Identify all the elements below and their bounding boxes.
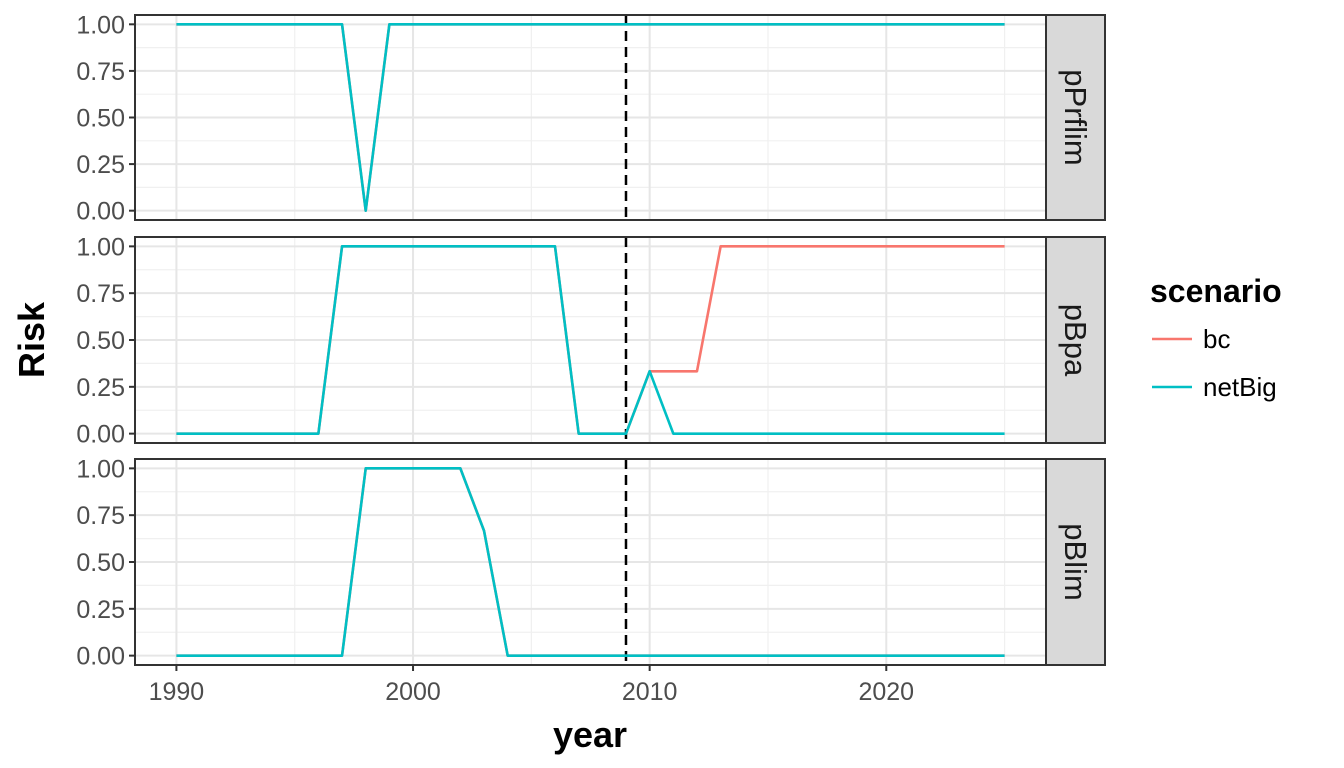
facet-strip-background xyxy=(1045,236,1106,444)
y-tick-label: 0.50 xyxy=(76,327,125,355)
facet-panel-pBpa: 0.00 0.25 0.50 0.75 1.00 pBpa xyxy=(76,233,1106,449)
y-tick-label: 1.00 xyxy=(76,455,125,483)
legend-title: scenario xyxy=(1150,273,1282,309)
y-tick-label: 0.00 xyxy=(76,421,125,449)
x-tick-label: 2020 xyxy=(858,678,914,706)
x-axis: 1990 2000 2010 2020 xyxy=(149,665,914,706)
facet-strip-background xyxy=(1045,458,1106,666)
x-tick-label: 2000 xyxy=(385,678,441,706)
y-tick-label: 0.25 xyxy=(76,151,125,179)
legend-item-bc: bc xyxy=(1152,324,1230,354)
legend: scenario bc netBig xyxy=(1150,273,1282,402)
series-line-netBig xyxy=(176,245,1005,435)
series-line-netBig xyxy=(176,467,1005,657)
y-tick-label: 0.00 xyxy=(76,198,125,226)
facet-strip: pBlim xyxy=(1045,458,1106,666)
y-tick-label: 0.25 xyxy=(76,374,125,402)
y-tick-label: 1.00 xyxy=(76,233,125,261)
y-tick-label: 0.25 xyxy=(76,596,125,624)
y-tick-label: 1.00 xyxy=(76,11,125,39)
y-tick-label: 0.00 xyxy=(76,643,125,671)
legend-item-netBig: netBig xyxy=(1152,372,1277,402)
y-tick-label: 0.75 xyxy=(76,280,125,308)
facet-panel-pBlim: 0.00 0.25 0.50 0.75 1.00 pBlim xyxy=(76,455,1106,671)
y-tick-label: 0.75 xyxy=(76,58,125,86)
legend-label-netBig: netBig xyxy=(1203,372,1277,402)
facet-strip: pPrflim xyxy=(1045,14,1106,221)
facet-strip-label: pBpa xyxy=(1058,304,1093,377)
legend-items: bc netBig xyxy=(1152,324,1277,402)
facet-strip-background xyxy=(1045,14,1106,221)
y-tick-label: 0.50 xyxy=(76,549,125,577)
facet-strip-label: pBlim xyxy=(1058,523,1093,601)
x-tick-label: 2010 xyxy=(622,678,678,706)
facet-strip-label: pPrflim xyxy=(1058,69,1093,165)
facet-panel-pPrflim: 0.00 0.25 0.50 0.75 1.00 pPrflim xyxy=(76,11,1106,226)
facet-strip: pBpa xyxy=(1045,236,1106,444)
series-line-netBig xyxy=(176,23,1005,212)
panels: 0.000.250.500.751.00pPrflim0.000.250.500… xyxy=(76,11,1106,706)
y-tick-label: 0.75 xyxy=(76,502,125,530)
x-axis-title: year xyxy=(553,714,627,755)
x-tick-label: 1990 xyxy=(149,678,205,706)
y-axis-title: Risk xyxy=(11,301,52,378)
legend-label-bc: bc xyxy=(1203,324,1230,354)
y-tick-label: 0.50 xyxy=(76,105,125,133)
